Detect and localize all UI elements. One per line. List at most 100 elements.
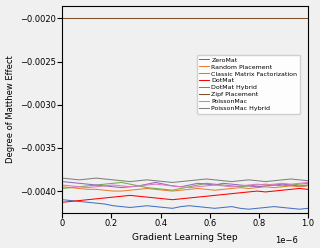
Zipf Placement <box>179 17 183 20</box>
DotMat Hybrid <box>306 184 310 186</box>
DotMat <box>120 195 124 198</box>
PoissonMac Hybrid <box>247 178 251 181</box>
Line: Classic Matrix Factorization: Classic Matrix Factorization <box>62 183 308 190</box>
DotMat Hybrid <box>255 185 259 188</box>
Zipf Placement <box>221 17 225 20</box>
Random Placement <box>264 185 268 188</box>
Random Placement <box>247 187 251 190</box>
ZeroMat <box>230 205 234 208</box>
Zipf Placement <box>69 17 73 20</box>
Zipf Placement <box>77 17 81 20</box>
PoissonMac <box>103 185 107 187</box>
DotMat <box>230 192 234 195</box>
DotMat <box>86 198 90 201</box>
DotMat <box>154 196 157 199</box>
Random Placement <box>94 188 98 191</box>
DotMat <box>264 190 268 193</box>
Classic Matrix Factorization <box>128 183 132 186</box>
Zipf Placement <box>145 17 149 20</box>
Zipf Placement <box>94 17 98 20</box>
PoissonMac Hybrid <box>86 178 90 181</box>
Line: DotMat: DotMat <box>62 188 308 202</box>
Random Placement <box>137 188 140 191</box>
PoissonMac Hybrid <box>145 178 149 181</box>
Random Placement <box>145 187 149 190</box>
Random Placement <box>221 188 225 191</box>
Zipf Placement <box>264 17 268 20</box>
DotMat <box>162 197 166 200</box>
ZeroMat <box>86 201 90 204</box>
DotMat Hybrid <box>247 185 251 187</box>
Zipf Placement <box>196 17 200 20</box>
Classic Matrix Factorization <box>281 185 284 187</box>
Classic Matrix Factorization <box>255 184 259 186</box>
PoissonMac Hybrid <box>171 181 174 184</box>
DotMat Hybrid <box>204 183 208 186</box>
ZeroMat <box>247 208 251 211</box>
PoissonMac Hybrid <box>111 178 115 181</box>
Classic Matrix Factorization <box>204 182 208 185</box>
ZeroMat <box>298 208 301 211</box>
Classic Matrix Factorization <box>103 183 107 186</box>
Zipf Placement <box>306 17 310 20</box>
PoissonMac Hybrid <box>289 178 293 181</box>
Legend: ZeroMat, Random Placement, Classic Matrix Factorization, DotMat, DotMat Hybrid, : ZeroMat, Random Placement, Classic Matri… <box>197 55 300 114</box>
Line: PoissonMac: PoissonMac <box>62 183 308 188</box>
Line: Random Placement: Random Placement <box>62 186 308 191</box>
PoissonMac <box>137 185 140 187</box>
ZeroMat <box>60 198 64 201</box>
DotMat Hybrid <box>230 183 234 186</box>
Zipf Placement <box>272 17 276 20</box>
PoissonMac <box>221 185 225 187</box>
Random Placement <box>188 188 191 191</box>
ZeroMat <box>221 206 225 209</box>
Classic Matrix Factorization <box>137 185 140 187</box>
DotMat Hybrid <box>154 181 157 184</box>
Classic Matrix Factorization <box>188 185 191 188</box>
PoissonMac <box>306 181 310 184</box>
X-axis label: Gradient Learning Step: Gradient Learning Step <box>132 233 238 243</box>
Classic Matrix Factorization <box>196 184 200 186</box>
DotMat Hybrid <box>221 182 225 185</box>
DotMat Hybrid <box>162 183 166 186</box>
Random Placement <box>60 185 64 188</box>
Zipf Placement <box>111 17 115 20</box>
ZeroMat <box>103 203 107 206</box>
PoissonMac <box>60 184 64 186</box>
DotMat <box>213 194 217 197</box>
PoissonMac Hybrid <box>60 177 64 180</box>
Random Placement <box>154 188 157 191</box>
Classic Matrix Factorization <box>298 183 301 186</box>
Classic Matrix Factorization <box>171 189 174 192</box>
DotMat Hybrid <box>120 186 124 189</box>
Classic Matrix Factorization <box>77 185 81 188</box>
DotMat Hybrid <box>188 184 191 186</box>
PoissonMac Hybrid <box>137 179 140 182</box>
Zipf Placement <box>171 17 174 20</box>
Classic Matrix Factorization <box>94 184 98 186</box>
Classic Matrix Factorization <box>230 185 234 187</box>
Random Placement <box>281 185 284 188</box>
PoissonMac Hybrid <box>213 178 217 181</box>
PoissonMac <box>213 184 217 186</box>
PoissonMac <box>196 185 200 188</box>
ZeroMat <box>289 207 293 210</box>
DotMat <box>69 200 73 203</box>
Classic Matrix Factorization <box>179 187 183 190</box>
ZeroMat <box>272 205 276 208</box>
DotMat Hybrid <box>103 185 107 187</box>
DotMat <box>272 189 276 192</box>
ZeroMat <box>255 207 259 210</box>
Random Placement <box>204 188 208 191</box>
PoissonMac <box>77 185 81 188</box>
Classic Matrix Factorization <box>60 187 64 190</box>
ZeroMat <box>162 206 166 209</box>
ZeroMat <box>179 205 183 208</box>
Classic Matrix Factorization <box>238 185 242 188</box>
PoissonMac <box>272 183 276 186</box>
ZeroMat <box>171 207 174 210</box>
Random Placement <box>238 186 242 189</box>
PoissonMac <box>230 185 234 188</box>
PoissonMac Hybrid <box>196 178 200 181</box>
DotMat Hybrid <box>171 185 174 187</box>
